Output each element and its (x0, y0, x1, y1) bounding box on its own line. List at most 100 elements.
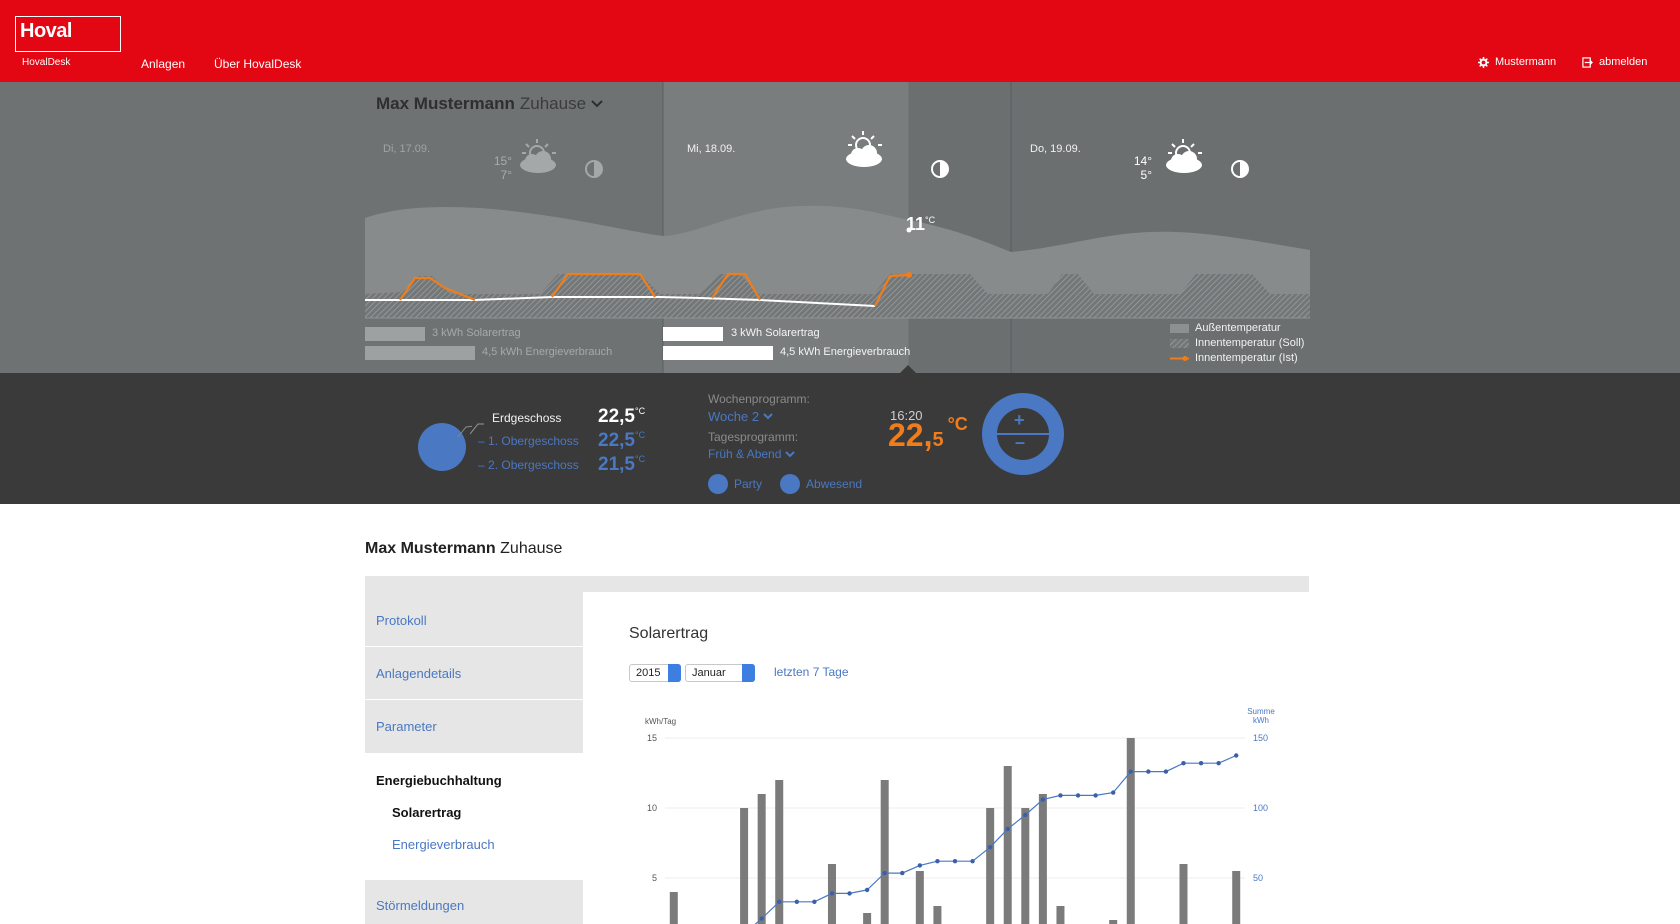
nav-ueber-hovaldesk[interactable]: Über HovalDesk (214, 57, 302, 71)
solar-bar (663, 327, 723, 341)
bar (1038, 794, 1047, 924)
inner-temp-soll-area (365, 274, 1310, 318)
day-temps: 14° 5° (1130, 154, 1152, 182)
heating-control-panel: Erdgeschoss – 1. Obergeschoss – 2. Oberg… (0, 373, 1680, 504)
floor-name-text: 2. Obergeschoss (488, 458, 579, 472)
away-mode-button[interactable]: Abwesend (780, 474, 862, 494)
cumulative-point (1163, 769, 1169, 774)
content-panel (607, 592, 1309, 924)
sidebar-item-solarertrag[interactable]: Solarertrag (392, 805, 462, 820)
bar (757, 794, 766, 924)
nav-anlagen[interactable]: Anlagen (141, 57, 186, 71)
solar-label: 3 kWh Solarertrag (731, 327, 820, 339)
legend-inner-soll: Innentemperatur (Soll) (1170, 337, 1304, 349)
year-select[interactable]: 2015 (629, 664, 681, 682)
sidebar-item-energiebuchhaltung[interactable]: Energiebuchhaltung (376, 773, 502, 788)
sidebar-item-energieverbrauch[interactable]: Energieverbrauch (392, 837, 495, 852)
energy-label: 4,5 kWh Energieverbrauch (780, 346, 911, 358)
sidebar-item-parameter[interactable]: Parameter (376, 719, 437, 734)
away-icon (780, 474, 800, 494)
cumulative-point (1146, 769, 1151, 774)
set-temp-decimal: 5 (932, 429, 944, 451)
sidebar-item-stoermeldungen[interactable]: Störmeldungen (376, 898, 465, 913)
home-selector[interactable]: Max Mustermann Zuhause (376, 94, 603, 114)
decrease-temp-button[interactable]: – (1015, 432, 1026, 452)
app-header: Hoval HovalDesk Anlagen Über HovalDesk M… (0, 0, 1680, 82)
chevron-down-icon (763, 413, 773, 420)
y2-tick-label: 50 (1253, 873, 1263, 883)
floor-name[interactable]: Erdgeschoss (492, 411, 562, 425)
floor-selector-dial[interactable] (410, 413, 472, 473)
cumulative-point (1093, 793, 1098, 798)
sidebar-item-protokoll[interactable]: Protokoll (376, 613, 427, 628)
current-temp-unit: °C (925, 215, 936, 225)
cumulative-point (917, 863, 923, 868)
party-mode-button[interactable]: Party (708, 474, 762, 494)
chevron-down-icon (591, 100, 603, 108)
bar (880, 780, 889, 924)
partly-cloudy-icon (846, 131, 882, 167)
high-temp: 15° (493, 154, 512, 168)
cumulative-point (1198, 761, 1204, 766)
chevron-down-icon (785, 450, 796, 457)
y2-axis-label: Summe (1247, 707, 1275, 716)
legend-label: Außentemperatur (1195, 322, 1281, 334)
cumulative-point (847, 891, 852, 896)
bar (775, 780, 784, 924)
month-select[interactable]: Januar (685, 664, 755, 682)
select-spinner-icon (668, 664, 681, 682)
increase-temp-button[interactable]: + (1014, 410, 1025, 430)
logout-link[interactable]: abmelden (1582, 56, 1647, 68)
cumulative-point (1058, 793, 1063, 798)
cumulative-point (1216, 761, 1221, 766)
cumulative-point (1181, 761, 1186, 766)
cumulative-point (1005, 826, 1010, 832)
bar (1109, 920, 1118, 924)
cumulative-point (882, 870, 887, 876)
day-program-select[interactable]: Früh & Abend (708, 447, 796, 461)
floor-name[interactable]: – 1. Obergeschoss (478, 434, 579, 448)
week-program-select[interactable]: Woche 2 (708, 409, 773, 424)
cumulative-point (1128, 769, 1133, 774)
temp-value: 22,5 (598, 406, 635, 427)
year-value: 2015 (636, 667, 661, 679)
bar (740, 808, 749, 924)
legend-swatch (1170, 338, 1189, 348)
sidebar-item-anlagendetails[interactable]: Anlagendetails (376, 666, 462, 681)
outside-temp-area (365, 205, 1310, 296)
logout-label: abmelden (1599, 56, 1648, 68)
cumulative-point (970, 859, 975, 864)
y-tick-label: 5 (652, 873, 657, 883)
day-label: Di, 17.09. (383, 143, 431, 155)
sidebar-divider (365, 699, 583, 700)
bar (1056, 906, 1065, 924)
page-title: Max Mustermann Zuhause (365, 540, 562, 558)
day-program-label: Tagesprogramm: (708, 430, 799, 444)
high-temp: 14° (1133, 154, 1152, 168)
solar-label: 3 kWh Solarertrag (432, 327, 521, 339)
partly-cloudy-icon (1166, 139, 1202, 173)
y2-tick-label: 150 (1253, 733, 1268, 743)
floor-name[interactable]: – 2. Obergeschoss (478, 458, 579, 472)
legend-label: Innentemperatur (Soll) (1195, 337, 1305, 349)
bar (1021, 808, 1030, 924)
floor-name-text: 1. Obergeschoss (488, 434, 579, 448)
bar (863, 913, 872, 924)
forecast-panel: Max Mustermann Zuhause Di, 17.09. 15° 7°… (0, 82, 1680, 373)
last-7-days-link[interactable]: letzten 7 Tage (774, 665, 849, 679)
user-settings-link[interactable]: Mustermann (1478, 56, 1556, 68)
cumulative-point (1110, 790, 1116, 795)
away-label: Abwesend (806, 477, 863, 491)
day-program-value: Früh & Abend (708, 447, 782, 461)
y-axis-label: kWh/Tag (645, 717, 676, 726)
cumulative-point (794, 899, 800, 904)
y-tick-label: 15 (647, 733, 657, 743)
sidebar: Protokoll Anlagendetails Parameter Energ… (365, 576, 583, 924)
bar (669, 892, 678, 924)
bar (1126, 738, 1135, 924)
current-outside-temp: 11°C (906, 214, 935, 235)
user-name: Mustermann (1495, 56, 1557, 68)
hoval-logo[interactable]: Hoval (15, 16, 121, 52)
cumulative-point (864, 887, 870, 893)
bar (986, 808, 995, 924)
